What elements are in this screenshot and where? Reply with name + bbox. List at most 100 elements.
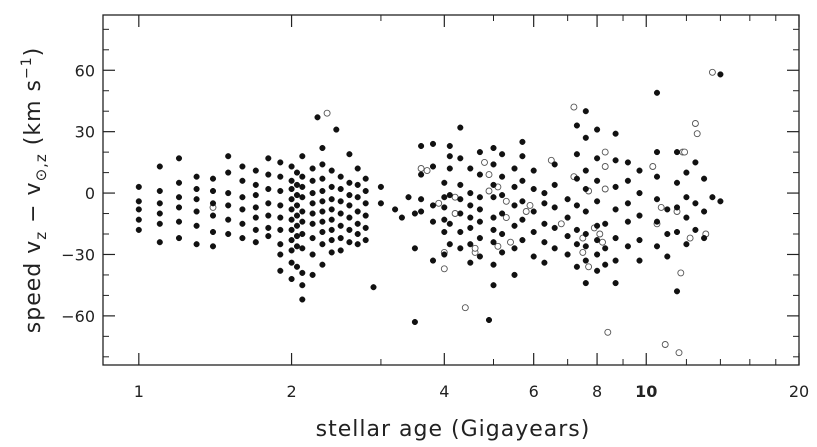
filled-data-point [346,151,353,158]
filled-data-point [612,157,619,164]
filled-data-point [398,214,405,221]
open-data-point [522,208,530,215]
filled-data-point [265,224,272,231]
filled-data-point [239,194,246,201]
filled-data-point [293,263,301,270]
filled-data-point [354,241,361,248]
filled-data-point [309,200,316,207]
filled-data-point [573,151,580,158]
filled-data-point [354,181,361,188]
filled-data-point [309,251,316,258]
filled-data-point [573,226,580,233]
filled-data-point [582,108,589,115]
filled-data-point [370,284,377,291]
filled-data-point [309,177,316,184]
filled-data-point [541,200,548,207]
filled-data-point [441,216,448,223]
filled-data-point [476,194,483,201]
filled-data-point [288,226,295,233]
filled-data-point [564,233,571,240]
filled-data-point [541,239,548,246]
filled-data-point [441,228,448,236]
filled-data-point [683,214,690,221]
filled-data-point [193,208,200,215]
filled-data-point [362,175,369,182]
filled-data-point [446,241,453,248]
filled-data-point [551,204,558,211]
filled-data-point [457,124,464,131]
filled-data-point [277,173,284,180]
filled-data-point [429,257,437,264]
filled-data-point [354,194,361,201]
open-data-point [599,238,606,246]
filled-data-point [683,169,690,176]
y-axis-title-part2: − v [21,181,46,230]
open-data-point [323,109,331,117]
y-tick-label: 60 [75,61,95,80]
filled-data-point [193,185,200,193]
filled-data-point [467,165,474,172]
filled-data-point [467,224,474,231]
filled-data-point [653,218,661,225]
x-tick-labels: 1 2 4 6 8 10 20 [134,382,809,401]
filled-data-point [309,235,316,242]
filled-data-point [156,239,163,246]
filled-data-point [429,218,437,225]
filled-data-point [346,202,353,209]
x-tick-label: 2 [286,382,296,401]
filled-data-point [446,220,453,227]
filled-data-point [573,175,580,182]
open-data-point [708,68,716,76]
x-tick-label: 4 [439,382,449,401]
filled-data-point [175,204,183,211]
filled-data-point [692,226,699,233]
filled-data-point [594,251,601,258]
filled-data-point [594,267,601,274]
filled-data-point [377,183,384,190]
filled-data-point [265,212,272,219]
filled-data-point [541,220,548,227]
filled-data-point [362,237,369,244]
filled-data-point [551,245,558,252]
filled-data-point [457,228,464,236]
filled-data-point [135,216,142,223]
filled-data-point [328,206,335,213]
filled-data-point [564,251,571,258]
filled-data-point [511,245,518,252]
y-axis-title-sub2: ⊙,z [32,153,50,181]
filled-data-point [612,130,619,137]
filled-data-point [519,216,526,223]
filled-data-point [467,241,474,248]
filled-data-point [411,245,418,252]
filled-data-point [209,243,217,250]
filled-data-point [156,210,163,217]
filled-data-point [636,167,643,174]
filled-data-point [467,214,474,221]
filled-data-point [636,212,643,219]
filled-data-point [499,210,506,217]
filled-data-point [411,210,418,217]
filled-data-point [530,167,537,174]
filled-data-point [354,230,361,238]
filled-data-point [193,222,200,229]
filled-data-point [490,181,497,188]
filled-data-point [293,181,301,188]
filled-data-point [293,222,301,229]
open-data-point [686,234,694,242]
filled-data-point [265,155,272,162]
filled-data-point [701,235,708,242]
filled-data-point [673,288,681,295]
filled-data-point [457,210,464,217]
filled-data-point [612,257,619,264]
filled-data-point [441,179,448,186]
filled-data-point [673,228,681,236]
filled-data-point [582,280,589,287]
filled-data-point [293,169,301,176]
filled-data-point [354,208,361,215]
open-data-point [557,220,565,228]
filled-data-point [499,151,506,158]
filled-data-point [519,138,526,145]
filled-data-point [411,318,418,326]
filled-data-point [175,235,183,242]
filled-data-point [582,243,589,250]
